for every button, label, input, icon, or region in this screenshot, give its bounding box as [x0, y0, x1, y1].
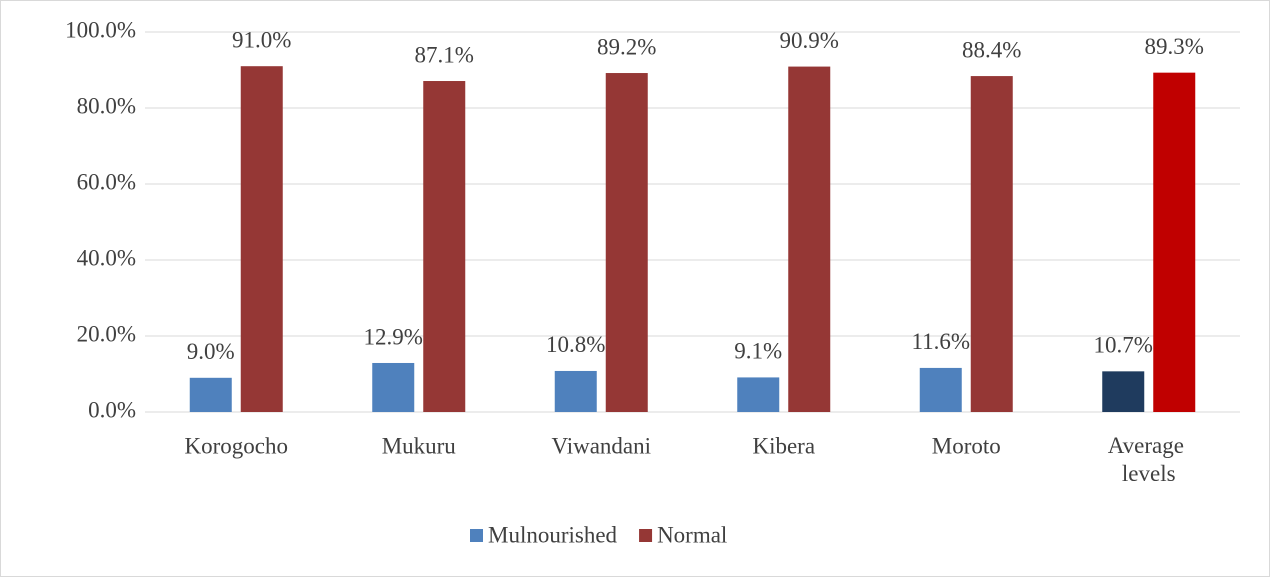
- data-label: 88.4%: [962, 37, 1021, 62]
- x-tick-label: Moroto: [932, 433, 1001, 458]
- bar: [554, 370, 597, 412]
- x-tick-label: Viwandani: [551, 433, 651, 458]
- bar: [189, 377, 232, 412]
- bar: [970, 76, 1013, 412]
- data-label: 90.9%: [780, 28, 839, 53]
- x-tick-label: Mukuru: [382, 433, 457, 458]
- legend-label: Normal: [657, 522, 727, 547]
- bar: [1153, 72, 1196, 412]
- data-label: 89.2%: [597, 34, 656, 59]
- y-tick-label: 80.0%: [77, 93, 136, 118]
- y-tick-label: 0.0%: [88, 397, 136, 422]
- bar: [737, 377, 780, 412]
- data-label: 11.6%: [911, 329, 970, 354]
- bar: [423, 81, 466, 413]
- bar: [919, 367, 962, 412]
- bar: [372, 362, 415, 412]
- legend-label: Mulnourished: [488, 522, 618, 547]
- y-tick-label: 40.0%: [77, 245, 136, 270]
- x-tick-label: Korogocho: [185, 433, 288, 458]
- x-tick-label: Average levels: [1108, 433, 1190, 486]
- data-label: 91.0%: [232, 27, 291, 52]
- x-tick-label: Kibera: [752, 433, 815, 458]
- y-tick-label: 20.0%: [77, 321, 136, 346]
- bar: [240, 66, 283, 412]
- legend-swatch: [639, 529, 653, 542]
- legend-swatch: [470, 529, 483, 542]
- data-label: 9.1%: [734, 339, 782, 364]
- bar: [605, 73, 648, 412]
- data-label: 9.0%: [187, 339, 235, 364]
- data-label: 87.1%: [415, 42, 474, 67]
- y-tick-label: 60.0%: [77, 169, 136, 194]
- data-label: 10.8%: [546, 332, 605, 357]
- data-label: 89.3%: [1145, 34, 1204, 59]
- y-tick-label: 100.0%: [65, 17, 136, 42]
- bar: [788, 66, 831, 412]
- bar: [1102, 371, 1145, 412]
- data-label: 12.9%: [364, 324, 423, 349]
- data-label: 10.7%: [1094, 333, 1153, 358]
